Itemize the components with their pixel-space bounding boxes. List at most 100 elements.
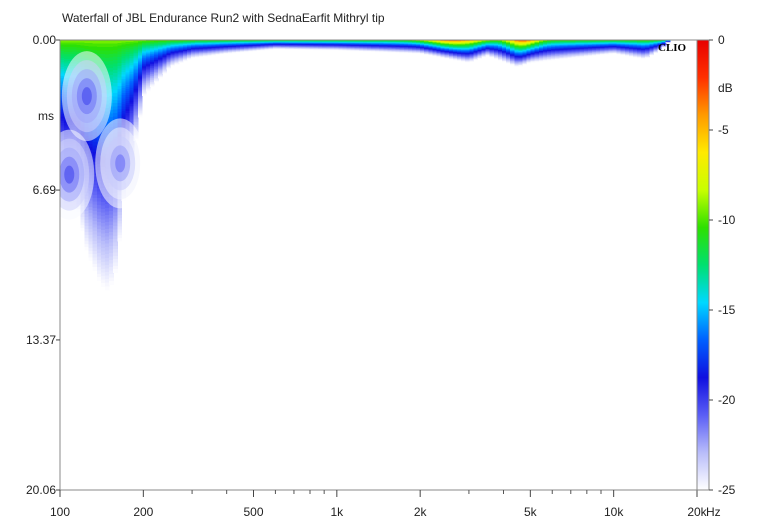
waterfall-cell <box>141 48 147 51</box>
waterfall-cell <box>121 62 127 66</box>
waterfall-cell <box>145 58 151 60</box>
waterfall-cell <box>96 208 102 213</box>
waterfall-cell <box>96 215 102 220</box>
waterfall-cell <box>137 66 143 68</box>
waterfall-cell <box>113 96 118 101</box>
waterfall-cell <box>64 42 69 46</box>
waterfall-cell <box>60 71 65 75</box>
waterfall-cell <box>100 272 106 277</box>
waterfall-cell <box>117 91 122 96</box>
waterfall-cell <box>141 66 147 69</box>
waterfall-cell <box>133 74 139 77</box>
waterfall-cell <box>141 47 147 50</box>
waterfall-cell <box>105 268 110 273</box>
waterfall-cell <box>105 279 110 284</box>
waterfall-cell <box>60 120 65 124</box>
waterfall-cell <box>100 216 106 221</box>
waterfall-cell <box>68 49 73 53</box>
waterfall-cell <box>141 92 147 94</box>
waterfall-cell <box>117 229 122 233</box>
waterfall-cell <box>113 265 118 270</box>
waterfall-cell <box>137 41 143 43</box>
waterfall-cell <box>125 99 131 102</box>
waterfall-cell <box>96 229 102 234</box>
waterfall-cell <box>150 71 155 74</box>
waterfall-cell <box>133 68 139 71</box>
waterfall-cell <box>141 89 147 92</box>
waterfall-cell <box>133 47 139 50</box>
waterfall-cell <box>129 102 135 105</box>
waterfall-cell <box>129 111 135 114</box>
waterfall-cell <box>190 57 196 59</box>
waterfall-cell <box>141 44 147 47</box>
waterfall-cell <box>145 62 151 64</box>
waterfall-cell <box>141 61 147 63</box>
waterfall-cell <box>113 219 118 224</box>
waterfall-cell <box>113 46 118 51</box>
waterfall-cell <box>137 95 143 98</box>
waterfall-cell <box>125 113 131 116</box>
waterfall-cell <box>235 52 241 54</box>
waterfall-cell <box>72 51 77 55</box>
waterfall-cell <box>109 214 114 219</box>
waterfall-cell <box>129 50 135 54</box>
waterfall-cell <box>145 78 151 80</box>
waterfall-cell <box>129 43 135 46</box>
waterfall-cell <box>109 252 114 257</box>
waterfall-cell <box>88 200 94 205</box>
waterfall-cell <box>96 191 102 196</box>
waterfall-cell <box>248 51 253 52</box>
waterfall-cell <box>313 49 319 51</box>
waterfall-cell <box>64 122 69 126</box>
waterfall-cell <box>117 94 122 98</box>
waterfall-cell <box>88 143 94 148</box>
waterfall-cell <box>154 77 159 80</box>
waterfall-cell <box>117 85 122 90</box>
waterfall-cell <box>96 205 102 210</box>
waterfall-cell <box>92 168 98 173</box>
waterfall-cell <box>88 43 94 47</box>
waterfall-cell <box>145 41 151 43</box>
waterfall-cell <box>129 48 135 52</box>
waterfall-cell <box>141 43 147 45</box>
waterfall-cell <box>137 107 143 110</box>
waterfall-cell <box>125 42 131 45</box>
waterfall-cell <box>117 40 122 44</box>
waterfall-cell <box>137 109 143 111</box>
waterfall-cell <box>64 44 69 48</box>
waterfall-cell <box>137 70 143 73</box>
waterfall-cell <box>113 259 118 264</box>
waterfall-cell <box>105 57 110 63</box>
waterfall-cell <box>137 86 143 88</box>
waterfall-cell <box>141 58 147 60</box>
waterfall-cell <box>129 45 135 48</box>
waterfall-cell <box>141 55 147 58</box>
waterfall-cell <box>137 88 143 90</box>
waterfall-cell <box>137 87 143 89</box>
waterfall-cell <box>137 55 143 58</box>
waterfall-cell <box>60 80 65 84</box>
waterfall-cell <box>60 123 65 126</box>
waterfall-cell <box>113 225 118 230</box>
waterfall-cell <box>145 66 151 69</box>
waterfall-cell <box>117 65 122 70</box>
waterfall-cell <box>72 40 77 43</box>
waterfall-cell <box>141 70 147 73</box>
waterfall-cell <box>109 270 114 275</box>
waterfall-cell <box>113 56 118 61</box>
waterfall-cell <box>182 60 188 62</box>
waterfall-cell <box>88 247 94 252</box>
waterfall-cell <box>100 247 106 252</box>
waterfall-cell <box>113 235 118 240</box>
waterfall-cell <box>84 43 90 47</box>
waterfall-cell <box>145 76 151 78</box>
waterfall-cell <box>125 105 131 108</box>
waterfall-cell <box>125 74 131 78</box>
waterfall-cell <box>137 93 143 96</box>
waterfall-cell <box>309 49 315 51</box>
waterfall-cell <box>137 45 143 48</box>
waterfall-cell <box>150 52 155 54</box>
waterfall-cell <box>137 78 143 81</box>
waterfall-cell <box>121 106 127 110</box>
waterfall-cell <box>150 67 155 70</box>
